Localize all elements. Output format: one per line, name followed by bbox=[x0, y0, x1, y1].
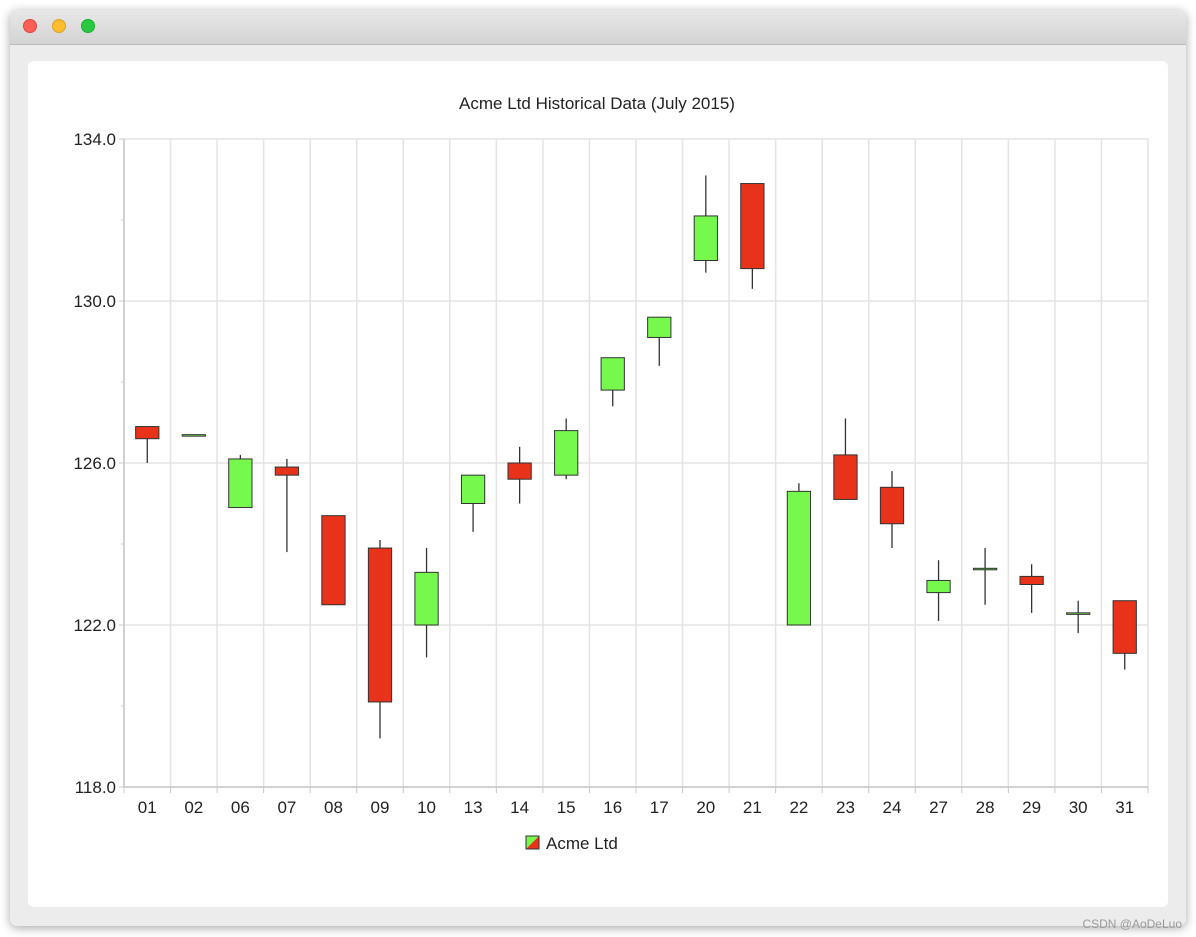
x-tick-label: 13 bbox=[464, 798, 483, 817]
candle[interactable] bbox=[507, 446, 532, 504]
candle-body bbox=[647, 316, 672, 338]
candle-body bbox=[740, 183, 765, 270]
axes: 118.0 122.0 126.0 130.0 134.0 01 02 06 07 08 09 10 1… bbox=[73, 130, 1149, 817]
x-tick-label: 22 bbox=[789, 798, 808, 817]
candle[interactable] bbox=[647, 316, 672, 366]
candle-body bbox=[1112, 600, 1137, 654]
legend-label: Acme Ltd bbox=[546, 834, 618, 853]
x-tick-label: 02 bbox=[184, 798, 203, 817]
zoom-button[interactable] bbox=[81, 19, 95, 33]
candle-body bbox=[367, 547, 393, 703]
minimize-button[interactable] bbox=[52, 19, 66, 33]
candle[interactable] bbox=[926, 560, 951, 621]
candle[interactable] bbox=[135, 426, 160, 463]
x-tick-label: 06 bbox=[231, 798, 250, 817]
candle[interactable] bbox=[1066, 600, 1091, 634]
candles bbox=[135, 175, 1137, 739]
x-tick-label: 01 bbox=[138, 798, 157, 817]
candle[interactable] bbox=[833, 418, 858, 500]
y-tick-label: 122.0 bbox=[73, 616, 116, 635]
candle-body bbox=[1066, 612, 1091, 615]
candle-body bbox=[786, 490, 812, 626]
window-titlebar[interactable] bbox=[10, 10, 1186, 45]
candle[interactable] bbox=[693, 175, 718, 273]
candle[interactable] bbox=[972, 548, 998, 605]
candle-body bbox=[321, 515, 346, 606]
x-tick-label: 27 bbox=[929, 798, 948, 817]
x-tick-label: 28 bbox=[976, 798, 995, 817]
candle[interactable] bbox=[460, 474, 486, 532]
x-tick-label: 17 bbox=[650, 798, 669, 817]
legend[interactable]: Acme Ltd bbox=[525, 834, 618, 853]
x-tick-label: 10 bbox=[417, 798, 436, 817]
x-tick-label: 24 bbox=[883, 798, 902, 817]
candle[interactable] bbox=[879, 471, 905, 549]
candle[interactable] bbox=[181, 434, 206, 437]
candle[interactable] bbox=[367, 539, 393, 739]
y-tick-label: 134.0 bbox=[73, 130, 116, 149]
candlestick-chart: Acme Ltd Historical Data (July 2015) 118… bbox=[73, 94, 1149, 853]
candle-body bbox=[879, 486, 905, 525]
x-tick-label: 23 bbox=[836, 798, 855, 817]
y-tick-label: 118.0 bbox=[75, 778, 116, 797]
candle[interactable] bbox=[600, 357, 625, 407]
chart-view: Acme Ltd Historical Data (July 2015) 118… bbox=[28, 61, 1168, 907]
candle[interactable] bbox=[274, 458, 300, 553]
x-tick-label: 21 bbox=[743, 798, 762, 817]
x-tick-label: 16 bbox=[603, 798, 622, 817]
candle-body bbox=[600, 357, 625, 391]
legend-marker bbox=[525, 835, 540, 850]
candle-body bbox=[460, 474, 486, 504]
x-tick-label: 14 bbox=[510, 798, 529, 817]
candle-body bbox=[414, 571, 439, 626]
watermark: CSDN @AoDeLuo bbox=[1082, 917, 1182, 931]
x-tick-label: 31 bbox=[1115, 798, 1134, 817]
candle[interactable] bbox=[321, 515, 346, 606]
x-tick-label: 08 bbox=[324, 798, 343, 817]
candle[interactable] bbox=[414, 548, 439, 658]
x-tick-label: 29 bbox=[1022, 798, 1041, 817]
legend-decreasing-swatch bbox=[526, 836, 539, 849]
x-tick-label: 07 bbox=[277, 798, 296, 817]
y-tick-label: 130.0 bbox=[73, 292, 116, 311]
candle[interactable] bbox=[1019, 564, 1044, 613]
chart-title: Acme Ltd Historical Data (July 2015) bbox=[459, 94, 735, 113]
x-tick-label: 15 bbox=[557, 798, 576, 817]
candle-body bbox=[1019, 575, 1044, 586]
candle-body bbox=[833, 454, 858, 500]
candle[interactable] bbox=[1112, 600, 1137, 670]
candle-body bbox=[554, 430, 579, 476]
close-button[interactable] bbox=[23, 19, 37, 33]
candle-body bbox=[181, 434, 206, 437]
candle[interactable] bbox=[554, 418, 579, 480]
candle[interactable] bbox=[786, 483, 812, 626]
app-window: Acme Ltd Historical Data (July 2015) 118… bbox=[10, 10, 1186, 926]
candle[interactable] bbox=[228, 454, 253, 509]
candle-body bbox=[693, 215, 718, 261]
candle[interactable] bbox=[740, 183, 765, 289]
x-tick-label: 20 bbox=[696, 798, 715, 817]
legend-swatch-border bbox=[525, 835, 540, 850]
candle-body bbox=[926, 579, 951, 594]
x-tick-label: 30 bbox=[1069, 798, 1088, 817]
y-tick-label: 126.0 bbox=[73, 454, 116, 473]
x-tick-label: 09 bbox=[371, 798, 390, 817]
candle-body bbox=[972, 567, 998, 571]
candle-body bbox=[228, 458, 253, 509]
candle-body bbox=[135, 426, 160, 440]
grid bbox=[123, 138, 1149, 788]
candle-body bbox=[507, 462, 532, 480]
candle-body bbox=[274, 466, 300, 476]
